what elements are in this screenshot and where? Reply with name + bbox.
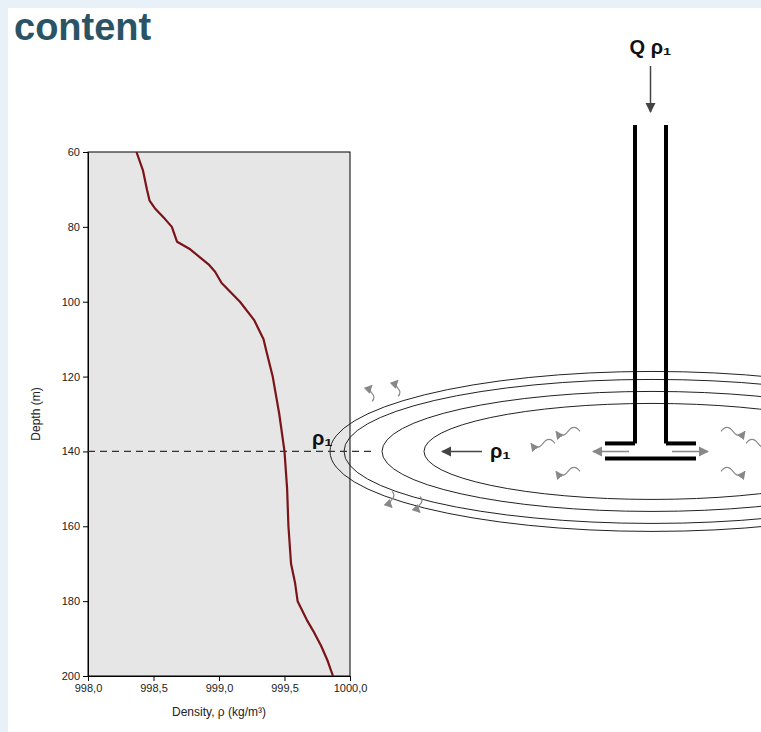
figure: content 998,0 998,5 999,0 999,5 1000,0 60 80 100…: [0, 0, 761, 732]
y-tick-label: 100: [62, 296, 80, 308]
pipe: [605, 125, 696, 458]
density-line: [136, 152, 333, 676]
y-tick-label: 120: [62, 371, 80, 383]
x-tick-label: 1000,0: [334, 682, 368, 694]
eddy: [721, 427, 745, 435]
y-tick: 200: [62, 670, 88, 682]
plot-marks: [136, 152, 333, 676]
mixing-arrow: [418, 496, 422, 512]
y-tick: 180: [62, 595, 88, 607]
y-tick: 140: [62, 445, 88, 457]
x-tick: 998,5: [140, 676, 168, 694]
y-tick: 100: [62, 296, 88, 308]
page-ground: [8, 8, 761, 732]
mixing-arrow: [390, 491, 394, 507]
x-tick-label: 998,0: [75, 682, 103, 694]
x-tick-label: 998,5: [140, 682, 168, 694]
x-tick: 999,5: [271, 676, 299, 694]
eddy: [556, 467, 580, 475]
y-tick-mark: [83, 451, 88, 452]
x-tick-mark: [285, 676, 286, 681]
y-tick-mark: [83, 227, 88, 228]
x-axis-line: [89, 677, 351, 682]
jet-arrow: [593, 451, 629, 453]
inflow-label: Q ρ₁: [630, 36, 672, 58]
plume-outline: [382, 391, 761, 511]
plume-outline: [424, 403, 761, 499]
x-tick-label: 999,0: [206, 682, 234, 694]
pipe-wall: [633, 125, 637, 443]
pipe-wall: [605, 441, 635, 445]
plume-label: ρ₁: [490, 440, 511, 462]
y-tick-mark: [83, 676, 88, 677]
x-tick: 999,0: [206, 676, 234, 694]
y-tick-mark: [83, 377, 88, 378]
jet-arrow: [672, 451, 708, 453]
y-tick-mark: [83, 526, 88, 527]
outfall-diagram: [330, 66, 761, 531]
plume-outline: [344, 379, 761, 523]
pipe-wall: [666, 441, 696, 445]
page-border: [0, 0, 761, 732]
y-tick-label: 140: [62, 445, 80, 457]
pipe-wall: [605, 456, 696, 460]
eddy: [721, 467, 745, 475]
y-tick: 120: [62, 371, 88, 383]
y-tick-label: 80: [68, 221, 80, 233]
pipe-wall: [664, 125, 668, 443]
x-axis-title: Density, ρ (kg/m³): [172, 705, 266, 719]
y-tick: 60: [68, 146, 88, 158]
y-tick: 80: [68, 221, 88, 233]
x-tick-mark: [219, 676, 220, 681]
y-tick-mark: [83, 152, 88, 153]
x-tick: 1000,0: [334, 676, 368, 694]
inflow-arrow: [650, 66, 652, 112]
eddy: [556, 427, 580, 435]
y-axis-title: Depth (m): [29, 387, 43, 440]
level-label: ρ₁: [312, 427, 333, 449]
y-tick-label: 160: [62, 520, 80, 532]
mixing-arrow: [370, 385, 374, 401]
x-tick-label: 999,5: [271, 682, 299, 694]
plot-area: [88, 152, 350, 676]
y-tick: 160: [62, 520, 88, 532]
y-tick-mark: [83, 601, 88, 602]
plume-arrow: [442, 451, 482, 453]
y-tick-mark: [83, 302, 88, 303]
y-axis-line: [83, 153, 89, 677]
x-tick-mark: [350, 676, 351, 681]
eddy: [531, 439, 555, 447]
plume-outline: [330, 371, 761, 531]
mixing-arrow: [396, 380, 400, 396]
level-line: [88, 451, 372, 452]
eddy: [746, 439, 761, 447]
title: content: [14, 6, 152, 48]
y-tick-label: 200: [62, 670, 80, 682]
y-tick-label: 180: [62, 595, 80, 607]
y-axis: 60 80 100 120 140 160 180 200: [62, 146, 89, 682]
x-axis: 998,0 998,5 999,0 999,5 1000,0: [75, 676, 368, 694]
y-tick-label: 60: [68, 146, 80, 158]
x-tick-mark: [154, 676, 155, 681]
